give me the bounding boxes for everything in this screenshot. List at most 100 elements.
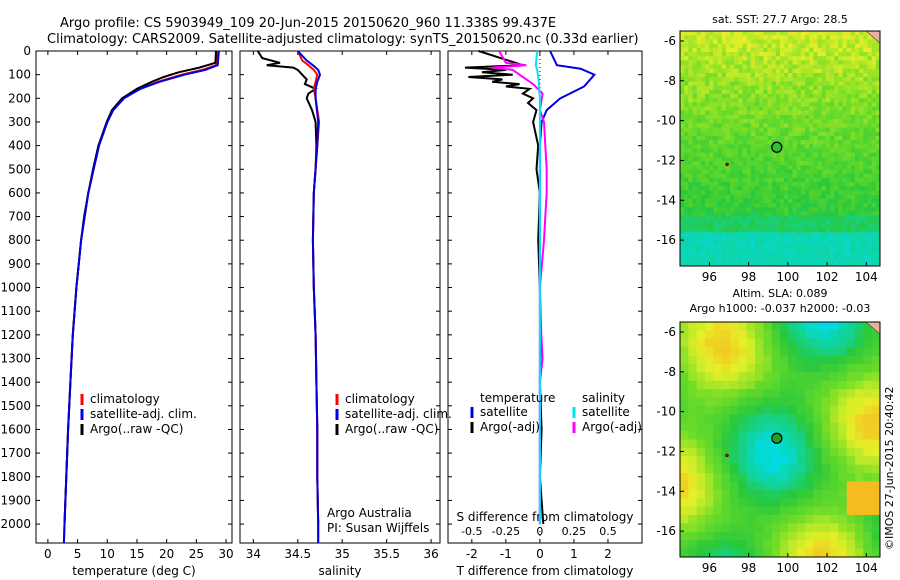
map-cell xyxy=(759,194,764,200)
map-cell xyxy=(746,60,752,65)
map-cell xyxy=(825,81,831,86)
map-cell xyxy=(717,215,723,221)
map-cell xyxy=(738,47,743,53)
map-cell xyxy=(859,102,864,107)
map-cell xyxy=(871,148,877,154)
map-cell xyxy=(855,228,860,233)
map-cell xyxy=(846,135,852,141)
map-cell xyxy=(834,186,839,191)
map-cell xyxy=(709,89,714,95)
map-cell xyxy=(855,261,860,267)
map-cell xyxy=(775,232,781,237)
map-cell xyxy=(863,245,868,250)
map-cell xyxy=(705,228,710,233)
map-cell xyxy=(730,397,739,407)
map-cell xyxy=(780,405,789,415)
map-cell xyxy=(800,190,806,196)
map-cell xyxy=(692,85,698,91)
map-cell xyxy=(688,35,693,40)
map-cell xyxy=(830,380,839,390)
map-cell xyxy=(821,261,827,267)
map-cell xyxy=(700,144,706,149)
map-cell xyxy=(721,102,727,107)
map-cell xyxy=(813,56,818,61)
map-cell xyxy=(680,364,689,373)
map-cell xyxy=(863,140,868,145)
map-cell xyxy=(696,531,706,541)
map-cell xyxy=(750,186,756,191)
map-cell xyxy=(738,245,743,250)
map-cell xyxy=(792,60,798,65)
map-cell xyxy=(780,156,785,162)
map-cell xyxy=(763,123,768,128)
map-cell xyxy=(838,35,843,40)
map-cell xyxy=(692,228,698,233)
map-cell xyxy=(809,43,814,49)
map-cell xyxy=(830,203,835,208)
map-cell xyxy=(713,257,718,263)
map-cell xyxy=(805,257,810,263)
map-cell xyxy=(684,232,689,237)
map-cell xyxy=(871,515,881,524)
map-cell xyxy=(738,473,747,482)
map-cell xyxy=(809,73,814,78)
map-cell xyxy=(821,119,827,124)
map-cell xyxy=(809,232,814,237)
map-cell xyxy=(705,245,710,250)
map-cell xyxy=(755,330,764,340)
map-cell xyxy=(805,190,810,196)
map-cell xyxy=(692,64,698,70)
map-cell xyxy=(784,236,789,242)
map-cell xyxy=(746,347,756,356)
map-cell xyxy=(696,85,702,91)
y-tick-label: 1200 xyxy=(0,328,31,342)
map-cell xyxy=(763,540,772,549)
series-line-1 xyxy=(297,50,322,543)
map-cell xyxy=(838,56,843,61)
map-cell xyxy=(738,43,743,49)
map-cell xyxy=(680,93,685,99)
map-cell xyxy=(771,190,777,196)
map-cell xyxy=(871,261,877,267)
map-cell xyxy=(680,31,685,36)
map-cell xyxy=(742,68,748,74)
map-cell xyxy=(721,43,727,49)
map-cell xyxy=(721,498,731,508)
map-cell xyxy=(750,64,756,70)
map-cell xyxy=(784,190,789,196)
map-cell xyxy=(771,540,781,549)
map-cell xyxy=(688,165,693,170)
y-tick-label: -6 xyxy=(664,34,676,48)
map-cell xyxy=(684,219,689,225)
map-cell xyxy=(680,261,685,267)
map-cell xyxy=(800,73,806,78)
map-cell xyxy=(788,347,797,356)
map-cell xyxy=(688,186,693,191)
map-cell xyxy=(796,140,802,145)
map-cell xyxy=(817,198,823,204)
map-cell xyxy=(842,68,848,74)
map-cell xyxy=(775,245,781,250)
map-cell xyxy=(780,389,789,398)
map-cell xyxy=(796,515,806,524)
map-cell xyxy=(805,81,810,86)
map-cell xyxy=(746,389,756,398)
map-cell xyxy=(846,211,852,216)
map-cell xyxy=(871,60,877,65)
map-cell xyxy=(734,240,739,246)
map-cell xyxy=(709,253,714,258)
map-cell xyxy=(763,110,768,116)
map-cell xyxy=(821,177,827,183)
map-cell xyxy=(813,85,818,91)
map-cell xyxy=(721,144,727,149)
map-cell xyxy=(867,148,873,154)
map-cell xyxy=(684,39,689,44)
map-cell xyxy=(700,203,706,208)
map-cell xyxy=(725,177,731,183)
plot-frame xyxy=(447,50,643,544)
map-cell xyxy=(855,380,864,390)
map-cell xyxy=(855,422,864,432)
map-cell xyxy=(813,215,818,221)
map-cell xyxy=(680,89,685,95)
map-cell xyxy=(825,148,831,154)
